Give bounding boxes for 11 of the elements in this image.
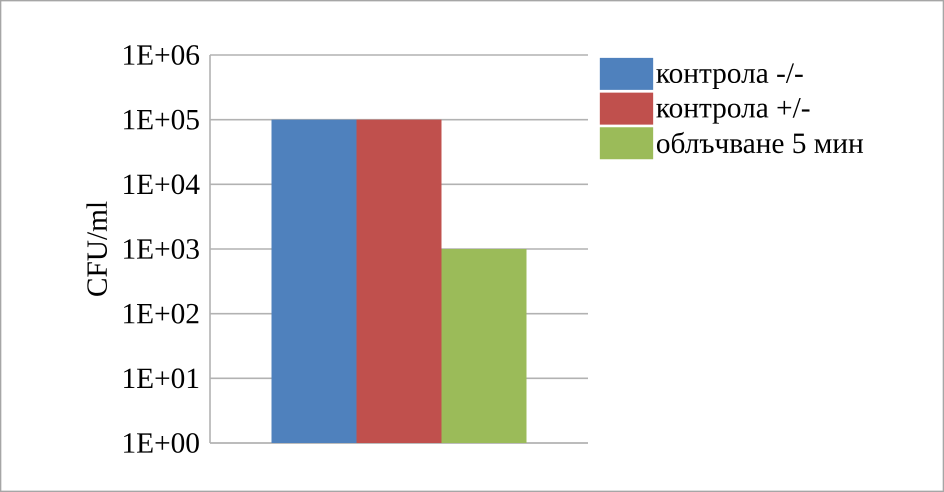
y-tick-label: 1E+05 — [124, 110, 199, 130]
y-tick-label: 1E+01 — [124, 368, 198, 388]
legend-label: облъчване 5 мин — [656, 132, 864, 154]
y-axis-title: CFU/ml — [86, 201, 108, 296]
legend-label: контрола +/- — [656, 98, 810, 124]
y-tick-label: 1E+02 — [124, 304, 198, 324]
legend-label: контрола -/- — [656, 63, 803, 89]
y-tick-label: 1E+06 — [124, 45, 200, 65]
y-tick-label: 1E+00 — [124, 433, 199, 453]
y-tick-label: 1E+04 — [124, 174, 200, 194]
y-tick-label: 1E+03 — [124, 239, 199, 259]
